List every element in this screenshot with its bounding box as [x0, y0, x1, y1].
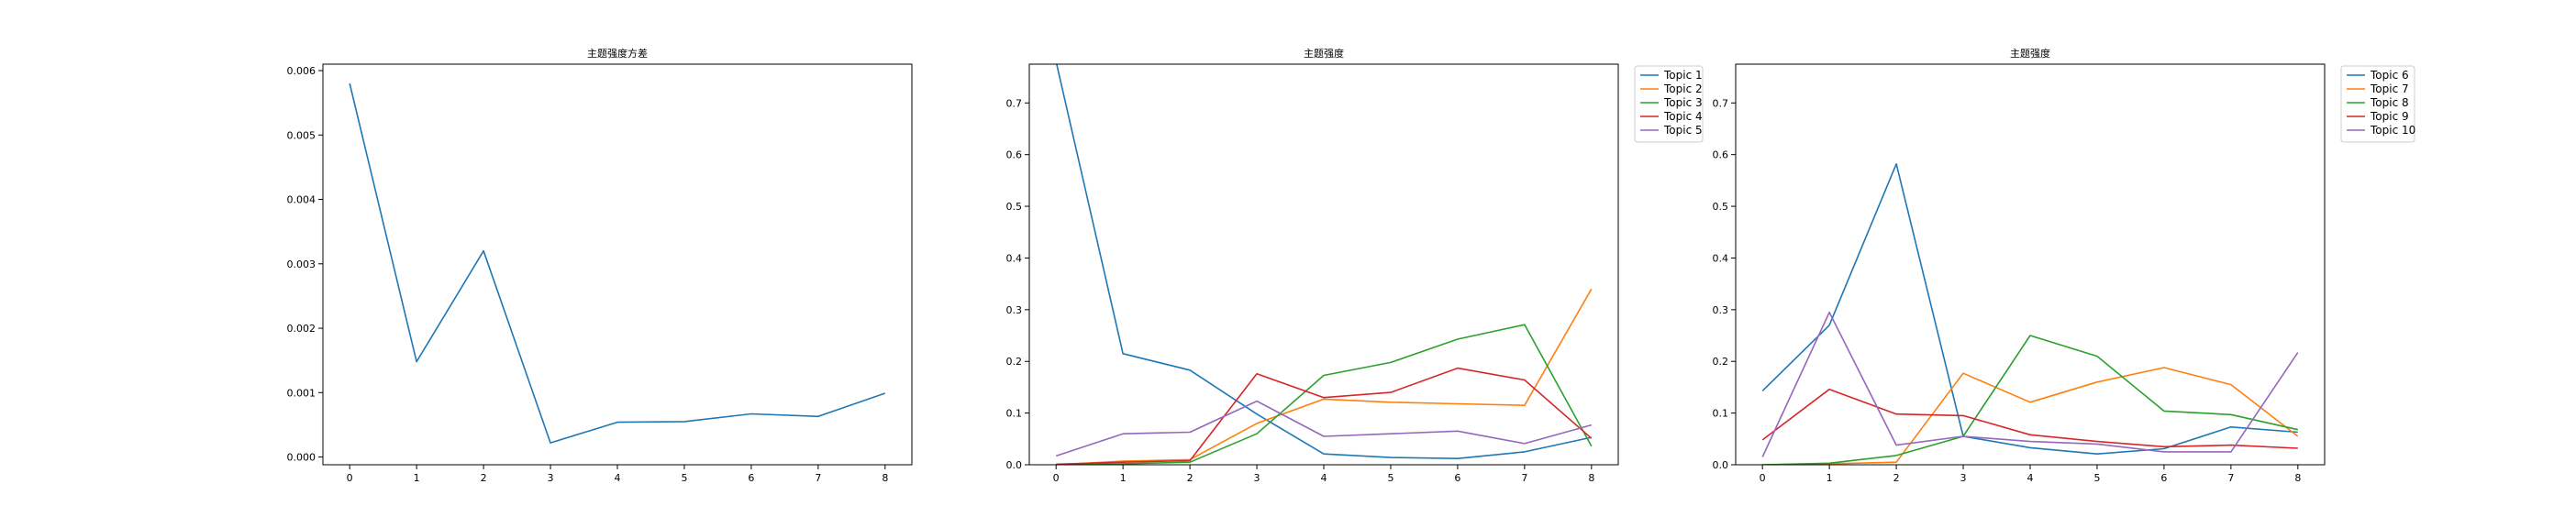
x-tick-label: 6 — [2160, 472, 2167, 484]
chart-title: 主题强度 — [2010, 47, 2050, 60]
x-tick-label: 6 — [1454, 472, 1460, 484]
x-tick-label: 1 — [1120, 472, 1127, 484]
x-tick-label: 2 — [481, 472, 487, 484]
x-tick-label: 7 — [815, 472, 821, 484]
x-tick-label: 0 — [1760, 472, 1766, 484]
legend-box — [2340, 65, 2415, 143]
x-tick-label: 3 — [548, 472, 554, 484]
legend-label: Topic 7 — [2370, 82, 2409, 95]
y-tick-label: 0.005 — [287, 129, 316, 141]
y-tick-label: 0.2 — [1006, 356, 1023, 368]
x-tick-label: 1 — [1827, 472, 1833, 484]
y-tick-label: 0.1 — [1006, 408, 1023, 420]
x-tick-label: 2 — [1893, 472, 1900, 484]
x-tick-label: 5 — [2093, 472, 2100, 484]
x-tick-label: 0 — [347, 472, 353, 484]
legend-label: Topic 6 — [2370, 69, 2409, 82]
x-tick-label: 7 — [1521, 472, 1527, 484]
x-tick-label: 8 — [1588, 472, 1594, 484]
series-line-topic-1 — [1056, 64, 1592, 460]
y-tick-label: 0.004 — [287, 194, 316, 206]
legend-label: Topic 9 — [2370, 110, 2409, 123]
y-tick-label: 0.7 — [1006, 97, 1023, 109]
x-tick-label: 2 — [1187, 472, 1194, 484]
x-tick-label: 5 — [681, 472, 687, 484]
x-tick-label: 4 — [615, 472, 621, 484]
series-line-topic-8 — [1762, 335, 2298, 465]
y-tick-label: 0.3 — [1713, 304, 1729, 316]
series-line-topic-2 — [1056, 288, 1593, 465]
x-tick-label: 7 — [2227, 472, 2234, 484]
y-tick-label: 0.002 — [287, 323, 316, 335]
y-tick-label: 0.5 — [1006, 201, 1023, 213]
x-tick-label: 0 — [1053, 472, 1060, 484]
legend-label: Topic 8 — [2370, 96, 2409, 109]
y-tick-label: 0.006 — [287, 65, 316, 77]
series-line-topic-4 — [1056, 367, 1593, 465]
chart-1: 主题强度方差 0 1 2 3 4 5 6 7 8 0.000 0.001 0.002 0.003 0.004… — [287, 47, 913, 484]
legend-label: Topic 10 — [2370, 124, 2415, 137]
y-tick-label: 0.6 — [1713, 149, 1729, 161]
y-tick-label: 0.0 — [1713, 459, 1729, 471]
y-tick-label: 0.4 — [1713, 252, 1729, 264]
chart-3: 主题强度 0 1 2 3 4 5 6 7 8 0.0 0.1 0.2 0.3 0.4 0.5 0.6 0.7 Top… — [1713, 47, 2416, 484]
chart-title: 主题强度 — [1304, 47, 1344, 60]
series-line-topic-9 — [1761, 388, 2298, 449]
y-tick-label: 0.001 — [287, 387, 316, 399]
y-tick-label: 0.6 — [1006, 149, 1023, 161]
y-tick-label: 0.4 — [1006, 252, 1023, 264]
x-tick-label: 4 — [2027, 472, 2034, 484]
x-tick-label: 6 — [748, 472, 754, 484]
legend-box — [1634, 65, 1704, 143]
y-tick-label: 0.2 — [1713, 356, 1729, 368]
x-tick-label: 1 — [414, 472, 420, 484]
legend-label: Topic 2 — [1663, 82, 1703, 95]
y-tick-label: 0.5 — [1713, 201, 1729, 213]
y-tick-label: 0.000 — [287, 452, 316, 464]
y-tick-label: 0.003 — [287, 258, 316, 270]
x-tick-label: 5 — [1387, 472, 1393, 484]
y-tick-label: 0.0 — [1006, 459, 1023, 471]
legend-label: Topic 5 — [1663, 124, 1703, 137]
series-line-topic-6 — [1761, 163, 2298, 456]
series-line-1 — [349, 82, 886, 444]
series-line-topic-5 — [1055, 400, 1593, 457]
x-tick-label: 3 — [1254, 472, 1260, 484]
x-tick-label: 8 — [882, 472, 888, 484]
y-tick-label: 0.3 — [1006, 304, 1023, 316]
chart-2: 主题强度 0 1 2 3 4 5 6 7 8 0.0 0.1 0.2 0.3 0.4 0.5 0.6 0.7 Top… — [1006, 47, 1704, 484]
legend-label: Topic 4 — [1663, 110, 1703, 123]
series-line-topic-3 — [1056, 324, 1593, 465]
series-line-topic-7 — [1762, 367, 2299, 465]
series-line-topic-10 — [1761, 311, 2299, 457]
x-tick-label: 4 — [1321, 472, 1327, 484]
legend-label: Topic 1 — [1663, 69, 1703, 82]
y-tick-label: 0.7 — [1713, 97, 1729, 109]
legend-label: Topic 3 — [1663, 96, 1703, 109]
y-tick-label: 0.1 — [1713, 408, 1729, 420]
chart-title: 主题强度方差 — [587, 47, 648, 60]
x-tick-label: 8 — [2294, 472, 2301, 484]
x-tick-label: 3 — [1960, 472, 1967, 484]
